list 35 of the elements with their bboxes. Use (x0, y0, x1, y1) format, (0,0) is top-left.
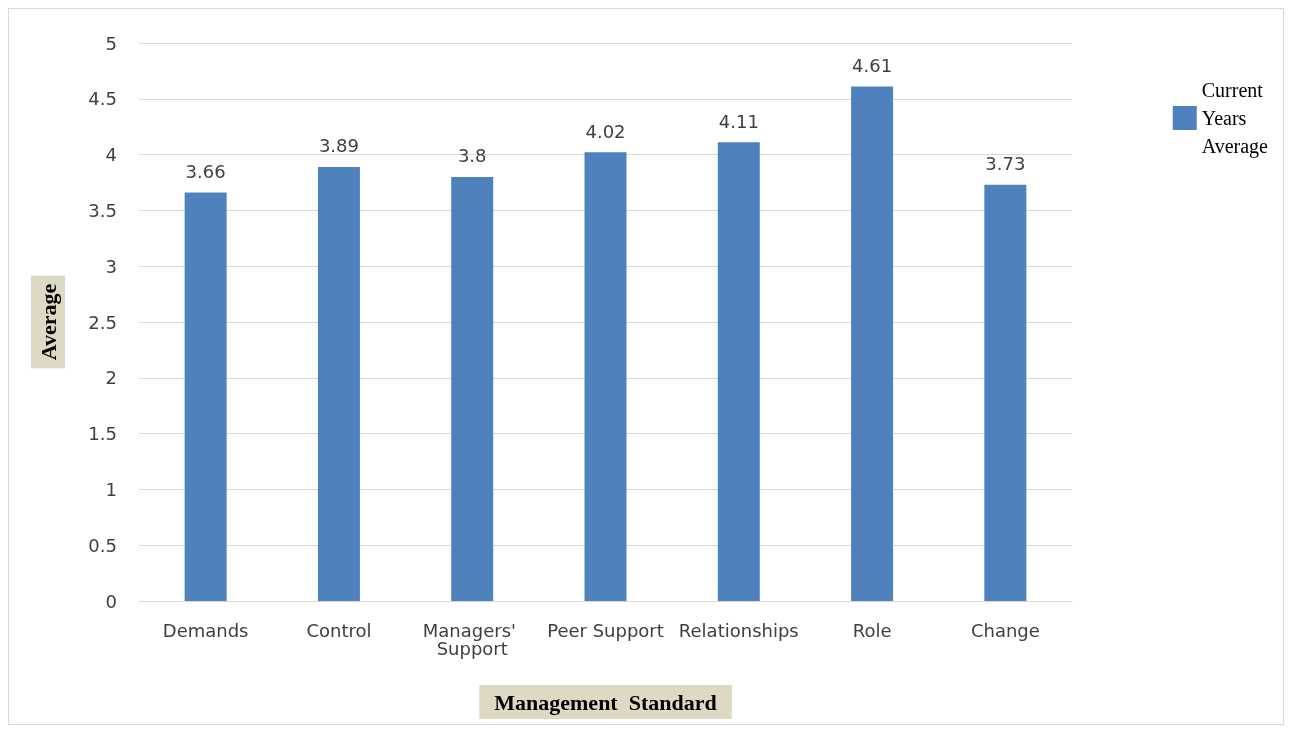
data-label: 4.61 (852, 55, 893, 77)
data-label: 3.66 (185, 161, 226, 183)
y-tick-label: 5 (105, 32, 117, 54)
x-tick-label: Relationships (678, 619, 799, 641)
y-tick-label: 3 (105, 255, 117, 277)
x-axis-title: Management Standard (494, 689, 717, 715)
y-tick-label: 4 (105, 144, 117, 166)
data-label: 4.02 (585, 120, 626, 142)
y-tick-label: 4.5 (88, 88, 117, 110)
y-tick-label: 1 (105, 478, 117, 500)
x-tick-label: Role (852, 619, 892, 641)
bar (317, 166, 360, 601)
bar (184, 192, 227, 601)
bar (717, 142, 760, 601)
x-tick-label: Demands (162, 619, 249, 641)
bar (984, 184, 1027, 601)
data-label: 3.73 (985, 153, 1026, 175)
data-label: 3.8 (457, 145, 487, 167)
x-tick-label: Control (306, 619, 372, 641)
bar (584, 152, 627, 601)
y-tick-label: 2 (105, 367, 117, 389)
data-label: 3.89 (318, 135, 359, 157)
y-tick-label: 2.5 (88, 311, 117, 333)
x-tick-label: Managers' Support (422, 619, 522, 659)
y-tick-label: 1.5 (88, 423, 117, 445)
legend-label: Current Years Average (1201, 79, 1269, 158)
y-tick-label: 0 (105, 590, 117, 612)
x-tick-label: Change (970, 619, 1040, 641)
y-axis-title: Average (35, 283, 61, 361)
x-tick-label: Peer Support (547, 619, 664, 641)
y-tick-label: 0.5 (88, 534, 117, 556)
y-tick-label: 3.5 (88, 199, 117, 221)
bar (451, 176, 494, 601)
bar (851, 86, 894, 601)
data-label: 4.11 (718, 110, 759, 132)
